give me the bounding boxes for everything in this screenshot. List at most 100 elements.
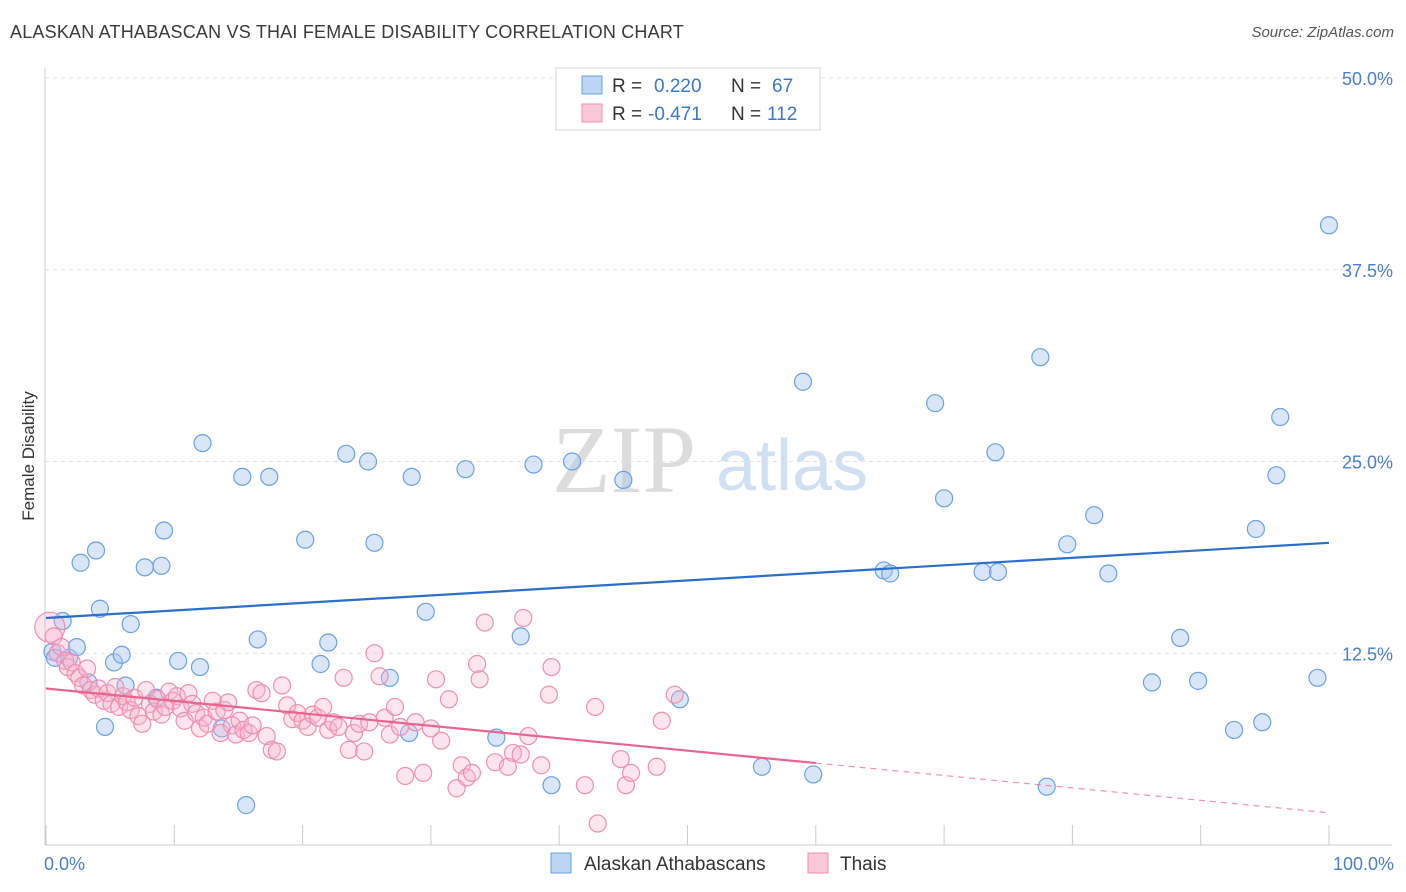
point-athabascan (86, 541, 106, 560)
point-thai (272, 676, 292, 695)
point-thai (391, 717, 410, 736)
point-athabascan (1308, 668, 1327, 687)
point-athabascan (319, 633, 338, 652)
point-athabascan (154, 521, 174, 540)
legend-n-label-1: N = (731, 76, 761, 97)
point-thai (77, 659, 97, 678)
point-athabascan (1246, 519, 1265, 539)
trend-line-thai (45, 687, 816, 765)
y-tick-label: 25.0% (1342, 453, 1393, 473)
point-athabascan (1031, 348, 1050, 367)
point-athabascan (233, 467, 252, 486)
point-athabascan (973, 562, 992, 582)
point-thai (467, 654, 487, 674)
legend-r-value-2: -0.471 (648, 104, 702, 125)
chart-title: ALASKAN ATHABASCAN VS THAI FEMALE DISABI… (10, 22, 684, 42)
point-athabascan (456, 460, 475, 479)
point-thai (385, 697, 405, 717)
point-thai (426, 670, 446, 689)
point-athabascan (260, 467, 279, 486)
point-athabascan (562, 452, 582, 471)
point-athabascan (248, 630, 267, 649)
point-thai (234, 720, 253, 740)
trend-lines (45, 541, 1330, 814)
point-athabascan (614, 470, 633, 490)
point-athabascan (193, 433, 212, 453)
point-thai (365, 644, 384, 663)
point-thai (370, 667, 389, 686)
point-thai (198, 714, 217, 733)
point-thai (243, 716, 262, 735)
point-athabascan (542, 776, 561, 795)
legend-n-label-2: N = (731, 104, 761, 125)
point-thai (470, 670, 489, 689)
point-thai (344, 723, 364, 743)
point-thai (329, 717, 348, 736)
point-thai (621, 763, 641, 783)
y-tick-label: 12.5% (1342, 644, 1393, 664)
point-thai (314, 697, 333, 717)
point-thai (439, 690, 458, 709)
x-tick-label-max: 100.0% (1333, 854, 1394, 874)
point-athabascan (511, 627, 530, 646)
point-thai (52, 638, 71, 657)
point-athabascan (337, 444, 356, 463)
point-thai (247, 680, 266, 700)
legend-bottom-label-thai: Thais (840, 854, 886, 875)
point-thai (133, 714, 152, 733)
chart-source: Source: ZipAtlas.com (1251, 24, 1394, 41)
point-athabascan (1253, 713, 1272, 732)
point-thai (380, 725, 399, 744)
point-athabascan (1224, 720, 1244, 740)
point-thai (462, 763, 482, 783)
point-athabascan (1271, 407, 1290, 427)
point-athabascan (169, 651, 188, 671)
point-thai (252, 684, 271, 703)
point-athabascan (237, 796, 256, 815)
point-thai (647, 757, 666, 776)
point-thai (414, 763, 433, 783)
point-athabascan (67, 638, 86, 657)
point-athabascan (112, 645, 131, 664)
point-athabascan (1142, 673, 1162, 692)
point-thai (514, 608, 533, 628)
point-athabascan (752, 757, 772, 776)
point-thai (421, 719, 440, 738)
point-thai (339, 740, 358, 759)
point-thai (511, 745, 530, 764)
point-athabascan (1267, 466, 1286, 485)
grid-lines (45, 77, 1392, 654)
point-athabascan (1037, 777, 1056, 796)
y-tick-label: 50.0% (1342, 69, 1393, 89)
point-thai (542, 657, 561, 677)
point-athabascan (95, 717, 115, 736)
legend-bottom-swatch-thai (807, 852, 829, 874)
point-athabascan (90, 599, 109, 618)
trend-line-athabascan (45, 541, 1330, 620)
point-thai (257, 726, 276, 746)
trend-line-thai-extension (815, 762, 1330, 814)
point-thai (334, 668, 353, 687)
point-thai (503, 743, 523, 763)
watermark-zip: ZIP (552, 406, 696, 513)
legend-r-label-2: R = (612, 104, 642, 125)
watermark-atlas: atlas (716, 426, 868, 506)
point-thai (475, 613, 494, 632)
point-thai (586, 697, 605, 717)
point-athabascan (1319, 216, 1339, 235)
legend-series: Alaskan Athabascans Thais (550, 852, 886, 875)
legend-n-value-2: 112 (767, 104, 797, 125)
legend-bottom-label-athabascan: Alaskan Athabascans (584, 854, 766, 875)
point-athabascan (524, 455, 543, 474)
point-athabascan (104, 653, 124, 672)
point-athabascan (926, 394, 945, 413)
point-athabascan (358, 452, 378, 471)
point-thai (575, 776, 594, 795)
point-thai (360, 713, 379, 732)
point-thai (219, 693, 238, 712)
point-athabascan (988, 562, 1008, 582)
y-tick-labels: 12.5% 25.0% 37.5% 50.0% (1342, 69, 1393, 664)
point-athabascan (402, 467, 421, 486)
x-ticks (45, 825, 1330, 845)
